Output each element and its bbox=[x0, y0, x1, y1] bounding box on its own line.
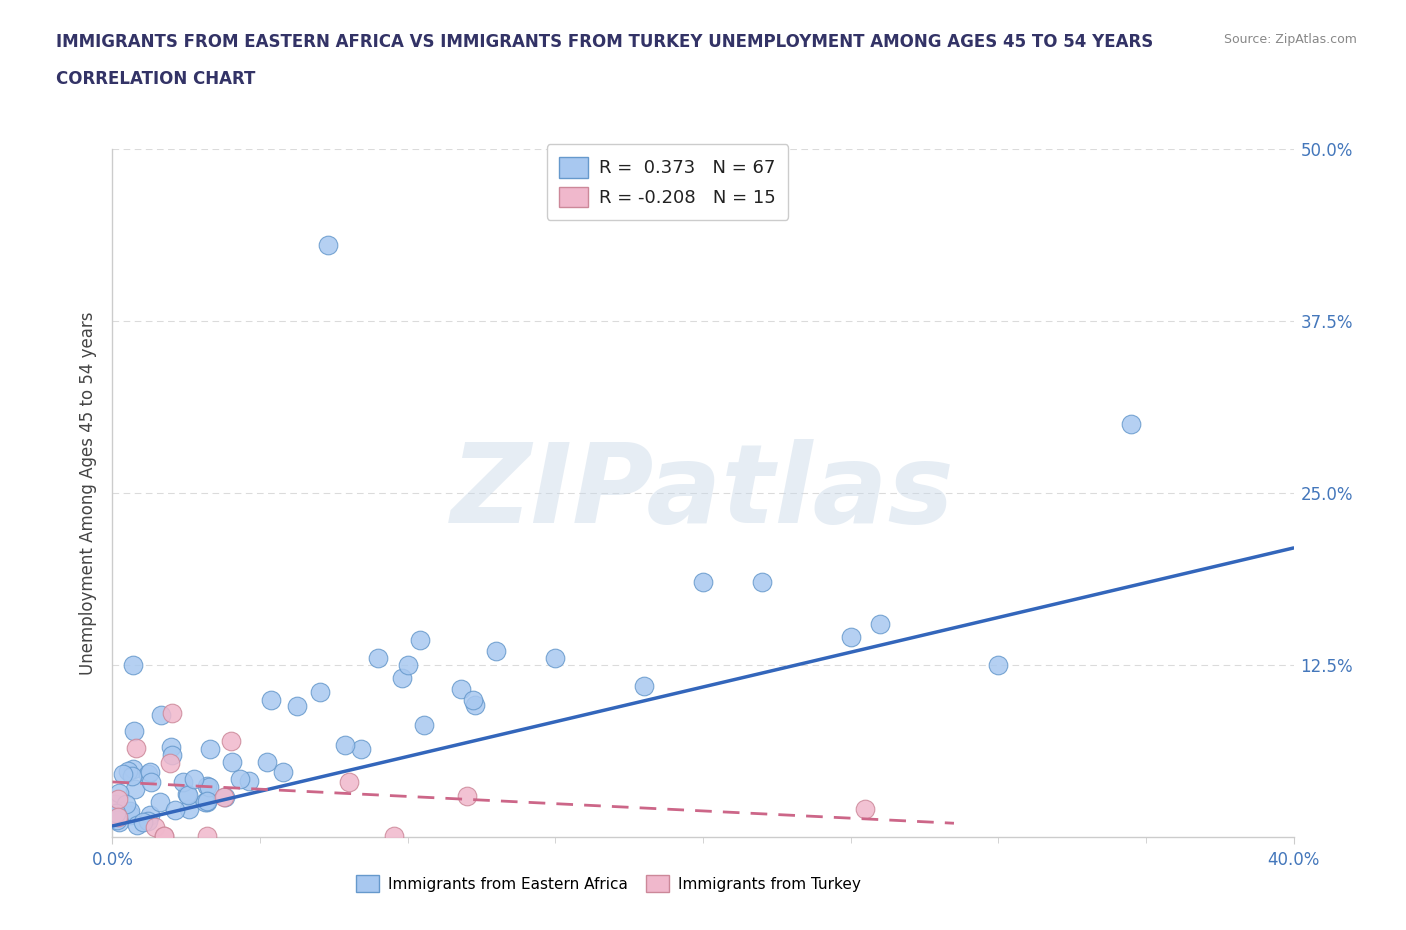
Point bbox=[149, 795, 172, 810]
Point bbox=[195, 793, 218, 808]
Y-axis label: Unemployment Among Ages 45 to 54 years: Unemployment Among Ages 45 to 54 years bbox=[79, 312, 97, 674]
Point bbox=[382, 829, 405, 844]
Point bbox=[104, 796, 127, 811]
Point bbox=[219, 733, 242, 748]
Point bbox=[132, 814, 155, 829]
Point bbox=[335, 737, 357, 752]
Point bbox=[1119, 417, 1142, 432]
Point bbox=[107, 810, 129, 825]
Point bbox=[105, 805, 128, 820]
Point bbox=[544, 651, 567, 666]
Point bbox=[987, 658, 1010, 672]
Point bbox=[152, 829, 174, 844]
Point bbox=[855, 802, 877, 817]
Point bbox=[124, 781, 146, 796]
Point bbox=[200, 741, 222, 756]
Point bbox=[309, 684, 332, 699]
Point bbox=[139, 765, 162, 780]
Point bbox=[214, 790, 236, 804]
Point bbox=[396, 658, 419, 672]
Point bbox=[153, 829, 176, 844]
Point bbox=[172, 775, 194, 790]
Point bbox=[197, 778, 219, 793]
Point bbox=[139, 807, 162, 822]
Point bbox=[464, 698, 486, 712]
Point bbox=[221, 754, 243, 769]
Point bbox=[256, 754, 278, 769]
Point bbox=[391, 671, 413, 685]
Point bbox=[160, 706, 183, 721]
Point bbox=[108, 785, 131, 800]
Point bbox=[337, 775, 360, 790]
Point bbox=[165, 803, 187, 817]
Point bbox=[409, 632, 432, 647]
Point bbox=[751, 575, 773, 590]
Point bbox=[105, 813, 128, 828]
Point bbox=[118, 807, 141, 822]
Point bbox=[285, 698, 308, 713]
Point bbox=[412, 718, 434, 733]
Point bbox=[121, 769, 143, 784]
Point bbox=[149, 708, 172, 723]
Point bbox=[160, 739, 183, 754]
Point bbox=[118, 804, 141, 818]
Text: ZIPatlas: ZIPatlas bbox=[451, 439, 955, 547]
Point bbox=[485, 644, 508, 658]
Point bbox=[183, 772, 205, 787]
Point bbox=[456, 789, 478, 804]
Point bbox=[127, 817, 149, 832]
Point bbox=[316, 238, 339, 253]
Point bbox=[869, 617, 891, 631]
Point bbox=[228, 772, 250, 787]
Point bbox=[349, 742, 371, 757]
Point bbox=[162, 748, 184, 763]
Text: CORRELATION CHART: CORRELATION CHART bbox=[56, 70, 256, 87]
Point bbox=[115, 797, 138, 812]
Point bbox=[176, 787, 198, 802]
Point bbox=[177, 788, 200, 803]
Point bbox=[212, 790, 235, 804]
Point bbox=[839, 630, 862, 644]
Point bbox=[271, 764, 294, 779]
Point bbox=[139, 775, 162, 790]
Point bbox=[107, 815, 129, 830]
Legend: Immigrants from Eastern Africa, Immigrants from Turkey: Immigrants from Eastern Africa, Immigran… bbox=[350, 870, 868, 898]
Point bbox=[238, 773, 260, 788]
Point bbox=[122, 724, 145, 738]
Point bbox=[159, 755, 181, 770]
Point bbox=[179, 802, 201, 817]
Point bbox=[692, 575, 714, 590]
Point bbox=[198, 779, 221, 794]
Point bbox=[143, 819, 166, 834]
Point bbox=[463, 692, 485, 707]
Point bbox=[122, 761, 145, 776]
Point bbox=[633, 678, 655, 693]
Point bbox=[124, 741, 146, 756]
Text: IMMIGRANTS FROM EASTERN AFRICA VS IMMIGRANTS FROM TURKEY UNEMPLOYMENT AMONG AGES: IMMIGRANTS FROM EASTERN AFRICA VS IMMIGR… bbox=[56, 33, 1153, 50]
Point bbox=[107, 791, 129, 806]
Point bbox=[194, 794, 217, 809]
Point bbox=[195, 795, 218, 810]
Point bbox=[117, 764, 139, 778]
Point bbox=[136, 766, 159, 781]
Point bbox=[122, 658, 145, 672]
Point bbox=[260, 692, 283, 707]
Point bbox=[112, 767, 135, 782]
Point bbox=[450, 682, 472, 697]
Text: Source: ZipAtlas.com: Source: ZipAtlas.com bbox=[1223, 33, 1357, 46]
Point bbox=[195, 829, 218, 844]
Point bbox=[367, 651, 389, 666]
Point bbox=[136, 814, 159, 829]
